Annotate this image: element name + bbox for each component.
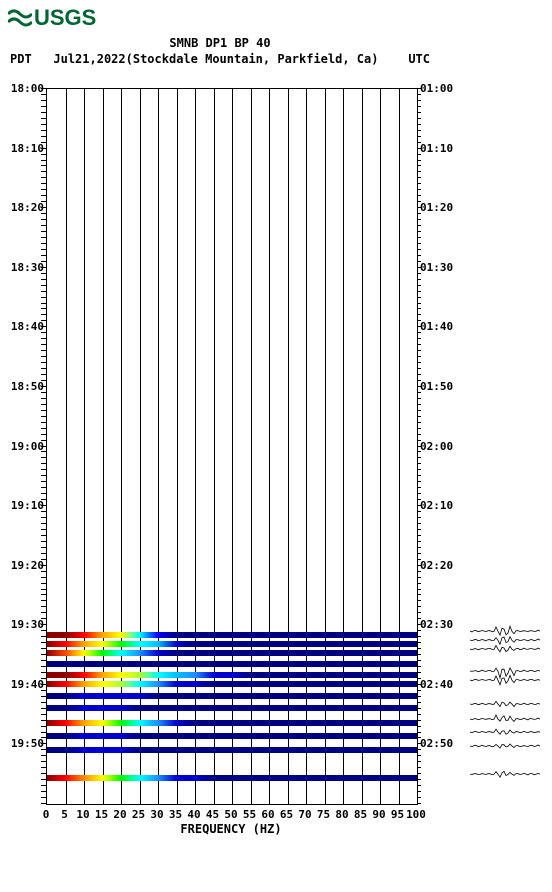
left-ylabel: 18:00 — [2, 82, 44, 95]
right-ylabel: 02:00 — [420, 440, 462, 453]
spectrogram-row — [47, 720, 417, 726]
xlabel: 15 — [92, 808, 112, 821]
spectrogram-row — [47, 632, 417, 638]
right-ylabel: 02:30 — [420, 618, 462, 631]
left-ylabel: 18:10 — [2, 142, 44, 155]
xlabel: 30 — [147, 808, 167, 821]
xlabel: 35 — [166, 808, 186, 821]
xlabel: 40 — [184, 808, 204, 821]
left-ylabel: 19:40 — [2, 678, 44, 691]
usgs-text: USGS — [34, 5, 96, 31]
left-axis-labels: 18:00 18:10 18:20 18:30 18:40 18:50 19:00 19:10… — [2, 82, 44, 802]
xlabel: 100 — [406, 808, 426, 821]
xlabel: 25 — [129, 808, 149, 821]
right-ylabel: 01:20 — [420, 201, 462, 214]
spectrogram-row — [47, 681, 417, 687]
xlabel: 85 — [351, 808, 371, 821]
spectrogram-row — [47, 775, 417, 781]
chart-subtitle: Jul21,2022(Stockdale Mountain, Parkfield… — [53, 52, 378, 66]
spectrogram-row — [47, 747, 417, 753]
seismogram-trace — [470, 670, 540, 690]
left-ylabel: 19:20 — [2, 559, 44, 572]
xlabel: 75 — [314, 808, 334, 821]
spectrogram-row — [47, 650, 417, 656]
seismogram-trace — [470, 639, 540, 659]
xlabel: 55 — [240, 808, 260, 821]
right-ylabel: 02:10 — [420, 499, 462, 512]
right-ylabel: 01:00 — [420, 82, 462, 95]
right-ylabel: 01:50 — [420, 380, 462, 393]
tz-right: UTC — [408, 52, 430, 66]
left-ylabel: 19:00 — [2, 440, 44, 453]
right-ylabel: 01:10 — [420, 142, 462, 155]
right-axis-labels: 01:00 01:10 01:20 01:30 01:40 01:50 02:00 02:10… — [420, 82, 464, 802]
left-ylabel: 19:30 — [2, 618, 44, 631]
xlabel: 90 — [369, 808, 389, 821]
seismogram-trace — [470, 736, 540, 756]
right-ylabel: 02:40 — [420, 678, 462, 691]
spectrogram-row — [47, 693, 417, 699]
chart-title-main: SMNB DP1 BP 40 — [0, 36, 440, 50]
right-ylabel: 01:40 — [420, 320, 462, 333]
xaxis-title: FREQUENCY (HZ) — [46, 822, 416, 836]
tz-left: PDT — [10, 52, 32, 66]
spectrogram-row — [47, 661, 417, 667]
xlabel: 20 — [110, 808, 130, 821]
xlabel: 10 — [73, 808, 93, 821]
right-ylabel: 02:50 — [420, 737, 462, 750]
right-ylabel: 01:30 — [420, 261, 462, 274]
right-ylabel: 02:20 — [420, 559, 462, 572]
left-ylabel: 18:40 — [2, 320, 44, 333]
spectrogram-row — [47, 641, 417, 647]
chart-title-sub: PDT Jul21,2022(Stockdale Mountain, Parkf… — [10, 52, 378, 66]
left-ylabel: 18:50 — [2, 380, 44, 393]
left-ylabel: 19:50 — [2, 737, 44, 750]
xlabel: 95 — [388, 808, 408, 821]
spectrogram-chart — [46, 88, 418, 805]
xlabel: 65 — [277, 808, 297, 821]
spectrogram-row — [47, 705, 417, 711]
xlabel: 45 — [203, 808, 223, 821]
seismogram-trace — [470, 764, 540, 784]
xlabel: 0 — [36, 808, 56, 821]
left-ylabel: 18:20 — [2, 201, 44, 214]
spectrogram-row — [47, 672, 417, 678]
left-ylabel: 18:30 — [2, 261, 44, 274]
usgs-wave-icon — [8, 8, 32, 28]
xlabel: 70 — [295, 808, 315, 821]
left-ylabel: 19:10 — [2, 499, 44, 512]
xlabel: 50 — [221, 808, 241, 821]
spectrogram-row — [47, 733, 417, 739]
xlabel: 5 — [55, 808, 75, 821]
xlabel: 80 — [332, 808, 352, 821]
xlabel: 60 — [258, 808, 278, 821]
usgs-logo: USGS — [8, 5, 96, 31]
